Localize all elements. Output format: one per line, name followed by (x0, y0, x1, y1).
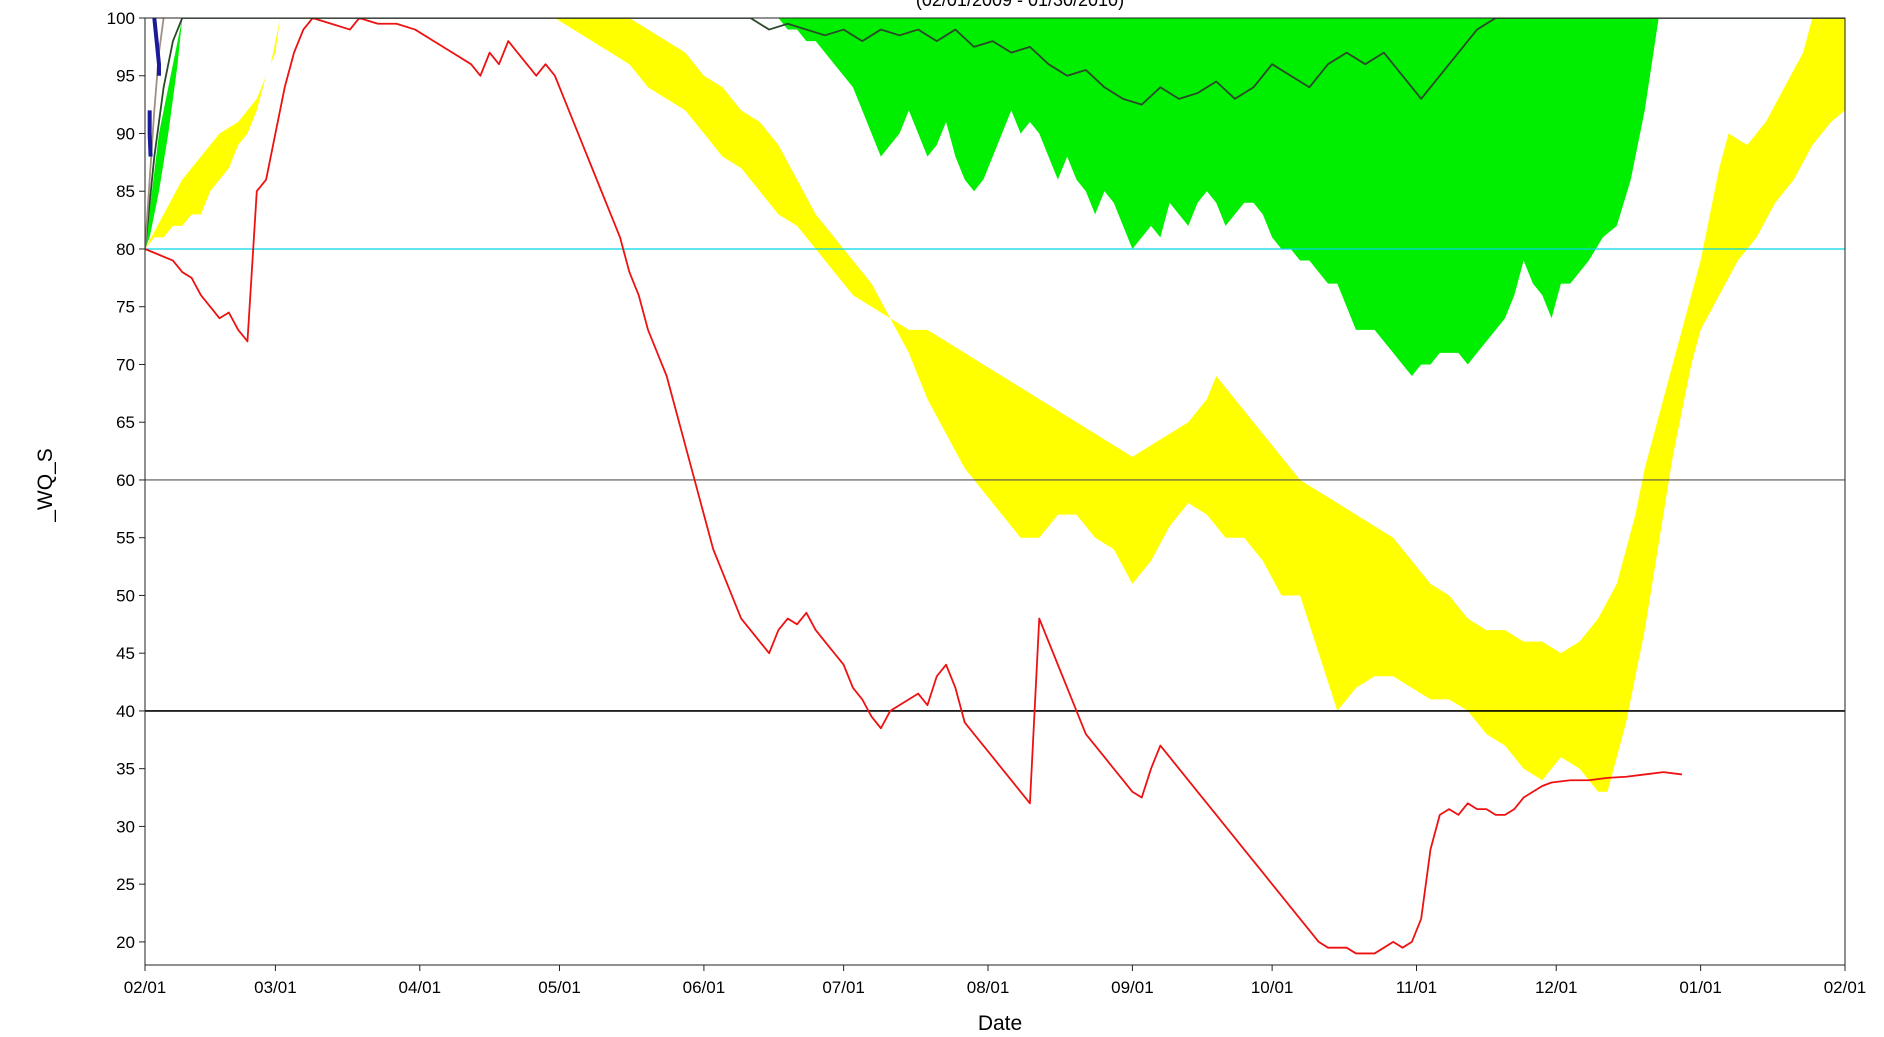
x-tick-label-10: 11/01 (1396, 978, 1437, 997)
y-tick-label-70: 70 (116, 355, 135, 374)
series-line-5 (147, 110, 153, 157)
plot-frame (144, 17, 1846, 966)
y-tick-label-95: 95 (116, 67, 135, 86)
y-tick-label-75: 75 (116, 298, 135, 317)
x-tick-label-7: 08/01 (967, 978, 1010, 997)
x-axis: 02/01 03/01 04/01 05/01 06/01 07/01 08/01 09/01… (124, 965, 1867, 997)
band-1 (145, 18, 1845, 792)
series-line-2 (145, 18, 1845, 250)
x-tick-label-4: 05/01 (538, 978, 581, 997)
y-axis-title: _WQ_S (34, 448, 57, 523)
y-tick-label-45: 45 (116, 644, 135, 663)
series-line-4 (152, 18, 161, 76)
y-tick-label-35: 35 (116, 760, 135, 779)
y-tick-label-60: 60 (116, 471, 135, 490)
series-line-1 (145, 18, 1683, 955)
x-tick-label-11: 12/01 (1535, 978, 1578, 997)
y-tick-label-100: 100 (107, 9, 135, 28)
y-tick-label-85: 85 (116, 182, 135, 201)
chart-subtitle: (02/01/2009 - 01/30/2010) (916, 0, 1124, 10)
y-tick-label-80: 80 (116, 240, 135, 259)
y-tick-label-30: 30 (116, 817, 135, 836)
y-tick-label-65: 65 (116, 413, 135, 432)
series-line-3 (145, 18, 165, 250)
x-tick-label-12: 01/01 (1679, 978, 1722, 997)
y-tick-label-50: 50 (116, 586, 135, 605)
plot-content (145, 18, 1845, 955)
x-tick-label-6: 07/01 (822, 978, 865, 997)
y-axis: 20 25 30 35 40 45 50 55 60 65 70 75 80 85 90 95 100 (107, 9, 145, 952)
band-2 (145, 18, 1659, 377)
plot-area (144, 17, 1846, 966)
y-tick-label-40: 40 (116, 702, 135, 721)
y-tick-label-20: 20 (116, 933, 135, 952)
x-tick-label-1: 02/01 (124, 978, 167, 997)
y-tick-label-90: 90 (116, 124, 135, 143)
x-tick-label-13: 02/01 (1824, 978, 1867, 997)
x-axis-title: Date (978, 1012, 1022, 1035)
x-tick-label-9: 10/01 (1251, 978, 1294, 997)
y-tick-label-25: 25 (116, 875, 135, 894)
x-tick-label-3: 04/01 (399, 978, 442, 997)
x-tick-label-8: 09/01 (1111, 978, 1154, 997)
x-tick-label-5: 06/01 (683, 978, 726, 997)
y-tick-label-55: 55 (116, 529, 135, 548)
x-tick-label-2: 03/01 (254, 978, 297, 997)
